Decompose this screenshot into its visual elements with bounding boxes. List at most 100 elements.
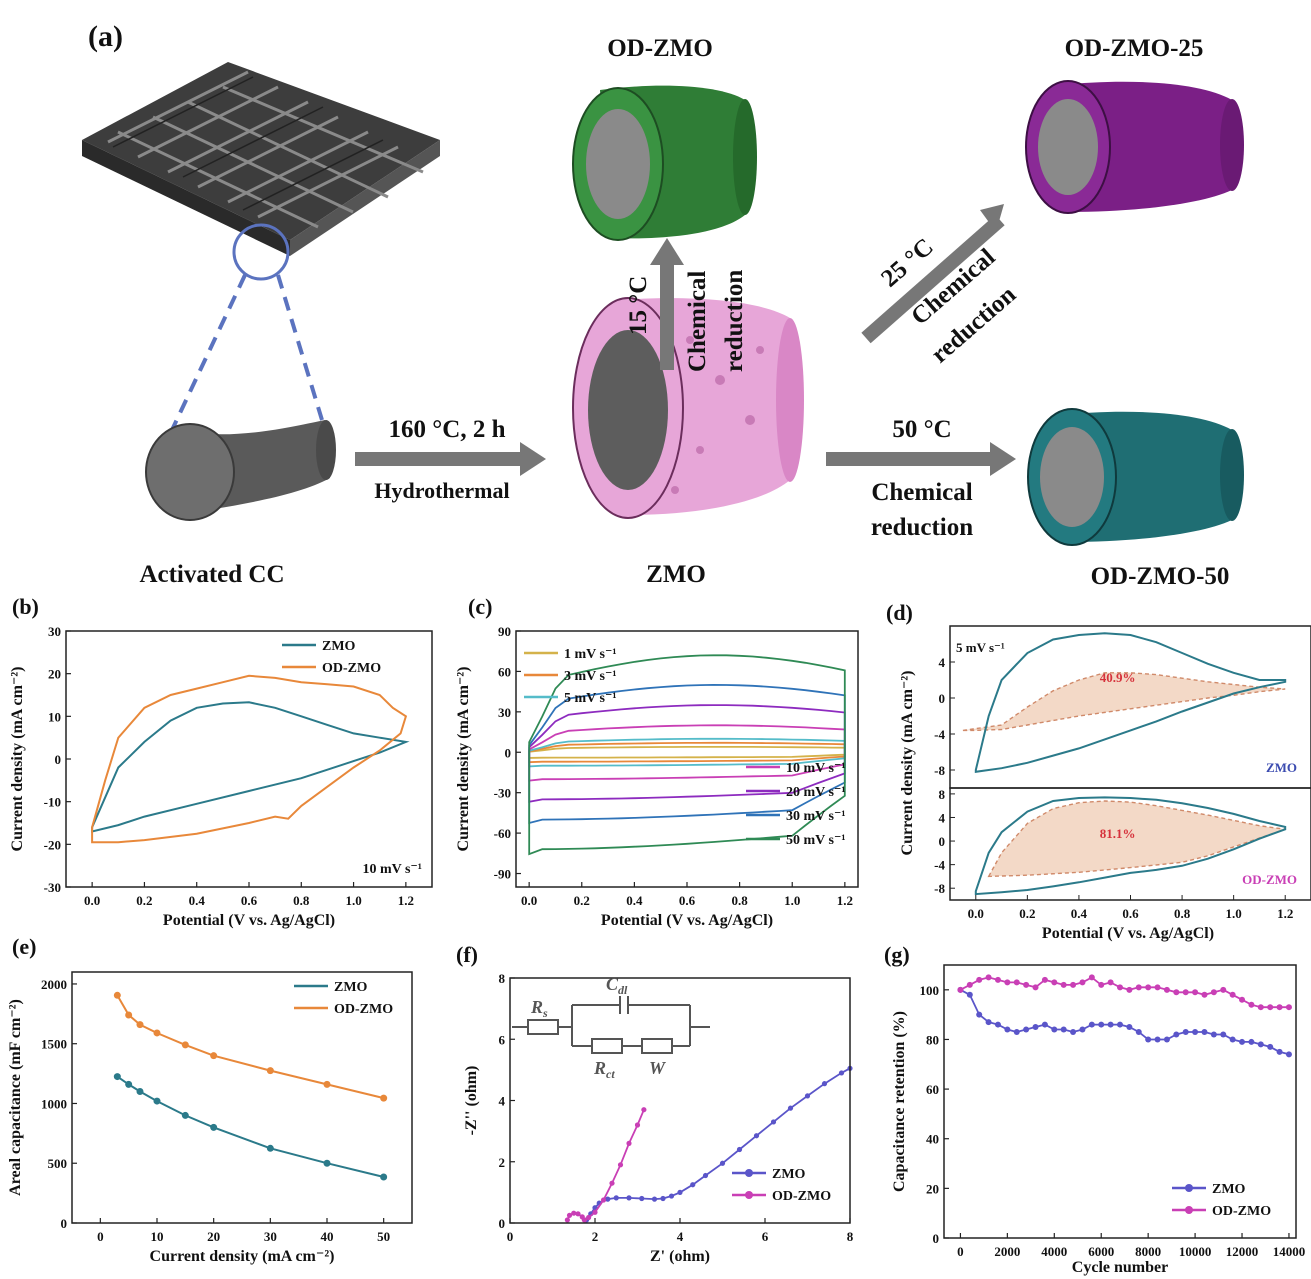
label-50c: 50 °C bbox=[892, 416, 951, 443]
data-point-g bbox=[1276, 1004, 1283, 1011]
data-point-e bbox=[125, 1080, 133, 1088]
y-tick-label-c: 90 bbox=[498, 624, 511, 639]
x-tick-label-f: 2 bbox=[592, 1229, 599, 1244]
x-axis-label-b: Potential (V vs. Ag/AgCl) bbox=[163, 912, 335, 929]
x-axis-label-e: Current density (mA cm⁻²) bbox=[150, 1248, 335, 1265]
subpanel-label-d: OD-ZMO bbox=[1242, 872, 1297, 887]
data-point-e bbox=[266, 1144, 274, 1152]
label-chemical-3: Chemical bbox=[871, 479, 972, 506]
data-point-f bbox=[668, 1193, 675, 1199]
data-point-g bbox=[1032, 984, 1039, 991]
y-tick-label-g: 20 bbox=[926, 1181, 939, 1196]
data-point-g bbox=[1220, 986, 1227, 993]
y-tick-label-d: 4 bbox=[939, 655, 946, 670]
plot-frame-g bbox=[943, 964, 1297, 1239]
y-tick-label-c: -90 bbox=[494, 867, 511, 882]
data-point-f bbox=[581, 1217, 587, 1223]
subpanel-label-d: ZMO bbox=[1266, 760, 1297, 775]
legend-label-b: ZMO bbox=[322, 639, 356, 654]
y-tick-label-c: 0 bbox=[505, 745, 512, 760]
y-tick-label-e: 500 bbox=[48, 1156, 68, 1171]
label-hydro-temp: 160 °C, 2 h bbox=[389, 416, 506, 443]
data-point-f bbox=[634, 1122, 641, 1128]
legend-label-f: ZMO bbox=[772, 1167, 806, 1182]
x-tick-label-c: 0.8 bbox=[731, 893, 748, 908]
data-point-g bbox=[1060, 1026, 1067, 1033]
y-tick-label-e: 1500 bbox=[41, 1037, 67, 1052]
data-point-g bbox=[1257, 1041, 1264, 1048]
circuit-warburg-w bbox=[641, 1038, 673, 1054]
x-tick-label-b: 0.0 bbox=[84, 893, 100, 908]
legend-label-c: 20 mV s⁻¹ bbox=[786, 785, 846, 800]
data-point-g bbox=[1192, 989, 1199, 996]
y-tick-label-g: 80 bbox=[926, 1032, 939, 1047]
data-point-f bbox=[753, 1133, 760, 1139]
x-tick-label-d: 0.0 bbox=[968, 906, 984, 921]
y-axis-label-b: Current density (mA cm⁻²) bbox=[9, 667, 26, 852]
x-tick-label-d: 0.4 bbox=[1071, 906, 1088, 921]
y-tick-label-f: 2 bbox=[499, 1155, 506, 1170]
x-tick-label-d: 1.2 bbox=[1277, 906, 1293, 921]
data-point-g bbox=[1145, 984, 1152, 991]
x-tick-label-c: 0.2 bbox=[574, 893, 590, 908]
x-tick-label-b: 0.2 bbox=[136, 893, 152, 908]
series-line-c bbox=[528, 746, 846, 759]
data-point-g bbox=[1248, 1038, 1255, 1045]
y-tick-label-g: 40 bbox=[926, 1132, 939, 1147]
zoom-line-right bbox=[276, 274, 324, 421]
x-tick-label-g: 12000 bbox=[1226, 1244, 1259, 1259]
y-tick-label-e: 2000 bbox=[41, 977, 67, 992]
y-tick-label-d: 0 bbox=[939, 834, 946, 849]
y-tick-label-b: 10 bbox=[48, 709, 61, 724]
data-point-f bbox=[639, 1195, 645, 1202]
data-point-g bbox=[957, 986, 964, 993]
data-point-g bbox=[1229, 991, 1236, 998]
circuit-label-rct: Rct bbox=[593, 1058, 615, 1081]
data-point-g bbox=[1220, 1031, 1227, 1038]
x-tick-label-g: 0 bbox=[957, 1244, 964, 1259]
y-tick-label-d: -4 bbox=[934, 858, 945, 873]
data-point-g bbox=[1004, 1026, 1011, 1033]
circuit-label-w: W bbox=[649, 1058, 667, 1078]
data-point-g bbox=[1023, 1026, 1030, 1033]
label-reduction-1: reduction bbox=[721, 270, 748, 372]
x-tick-label-e: 0 bbox=[97, 1229, 104, 1244]
y-tick-label-c: 60 bbox=[498, 664, 511, 679]
data-point-g bbox=[1079, 1026, 1086, 1033]
x-tick-label-b: 1.2 bbox=[398, 893, 414, 908]
y-tick-label-f: 0 bbox=[499, 1216, 506, 1231]
x-tick-label-d: 0.6 bbox=[1122, 906, 1139, 921]
legend-label-e: OD-ZMO bbox=[334, 1002, 393, 1017]
schematic-panel: (a) Activated CC bbox=[82, 20, 1244, 590]
legend-label-f: OD-ZMO bbox=[772, 1189, 831, 1204]
panel-label-d: (d) bbox=[886, 600, 913, 625]
y-axis-label-d: Current density (mA cm⁻²) bbox=[899, 671, 916, 856]
data-point-g bbox=[994, 976, 1001, 983]
legend-label-e: ZMO bbox=[334, 980, 368, 995]
y-tick-label-g: 60 bbox=[926, 1082, 939, 1097]
data-point-g bbox=[1013, 979, 1020, 986]
data-point-f bbox=[804, 1093, 811, 1099]
series-line-c bbox=[528, 741, 846, 764]
data-point-g bbox=[994, 1021, 1001, 1028]
panel-label-g: (g) bbox=[884, 942, 910, 967]
data-point-f bbox=[719, 1160, 726, 1166]
x-tick-label-g: 6000 bbox=[1088, 1244, 1114, 1259]
data-point-f bbox=[651, 1196, 658, 1202]
panel-label-a: (a) bbox=[88, 20, 123, 53]
x-tick-label-f: 0 bbox=[507, 1229, 514, 1244]
percent-label-d: 40.9% bbox=[1100, 670, 1136, 685]
data-point-e bbox=[323, 1080, 331, 1088]
od-zmo-25-fiber bbox=[1025, 80, 1244, 214]
data-point-f bbox=[787, 1105, 794, 1111]
od-zmo-50-fiber bbox=[1027, 408, 1244, 546]
data-point-f bbox=[564, 1217, 570, 1223]
data-point-f bbox=[641, 1107, 647, 1113]
x-tick-label-e: 10 bbox=[151, 1229, 164, 1244]
legend-marker-f bbox=[745, 1169, 753, 1177]
data-point-e bbox=[181, 1041, 189, 1049]
data-point-f bbox=[821, 1081, 828, 1087]
data-point-e bbox=[380, 1173, 388, 1181]
